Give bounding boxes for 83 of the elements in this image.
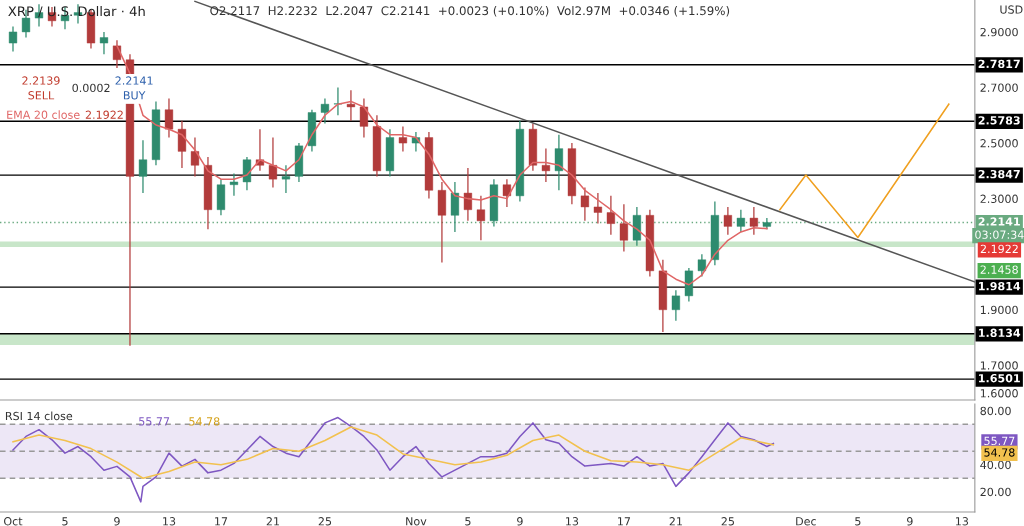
y-tick-label: 1.6000: [980, 389, 1018, 398]
candlestick: [463, 167, 473, 222]
y-tick-label: 2.9000: [980, 27, 1018, 37]
x-tick-label: Nov: [406, 517, 427, 526]
x-tick-label: 21: [266, 517, 279, 526]
annotation: 2.2141: [115, 76, 153, 85]
candlestick: [320, 97, 330, 125]
candlestick: [268, 136, 278, 189]
x-tick-label: 5: [62, 517, 68, 526]
text: 55.77: [984, 436, 1015, 446]
candlestick: [398, 125, 408, 153]
candlestick: [359, 97, 369, 139]
x-tick-label: 17: [215, 517, 228, 526]
y-tick-label: 1.7000: [980, 361, 1018, 370]
candlestick: [541, 147, 551, 183]
candlestick: [138, 139, 148, 194]
candlestick: [671, 289, 680, 322]
candlestick: [333, 86, 343, 116]
candlestick: [619, 203, 629, 253]
text: 2.1922: [980, 244, 1018, 254]
text: 54.78: [984, 448, 1015, 457]
x-tick-label: 9: [517, 517, 523, 526]
text: EMA 20 close: [7, 110, 80, 119]
band-label: 2.1458: [980, 265, 1018, 274]
x-tick-label: Oct: [4, 517, 23, 526]
y-tick-label: 2.5000: [980, 139, 1018, 148]
candlestick: [8, 25, 18, 53]
candlestick: [99, 31, 109, 55]
annotation: 2.1922: [85, 110, 123, 119]
candlestick: [190, 136, 200, 178]
y-tick-label: 20.00: [980, 487, 1011, 497]
ref-line-label: 2.3847: [978, 169, 1020, 179]
annotation: SELL: [28, 91, 55, 100]
ref-line-label: 1.9814: [979, 281, 1021, 291]
annotation: 54.78: [189, 417, 220, 426]
candlestick: [580, 186, 590, 222]
candlestick: [34, 3, 44, 28]
ref-line-label: 2.5783: [978, 116, 1020, 125]
candlestick: [749, 206, 758, 236]
candlestick: [281, 164, 291, 194]
x-tick-label: 5: [465, 517, 471, 526]
annotation: 2.2139: [22, 76, 60, 85]
text: USD: [1000, 5, 1023, 14]
ref-line-label: 2.2141: [978, 217, 1020, 226]
annotation: 55.77: [139, 417, 170, 426]
candlestick: [697, 253, 706, 278]
candlestick: [242, 156, 252, 191]
y-tick-label: 40.00: [980, 460, 1011, 470]
x-tick-label: 13: [956, 517, 969, 526]
candlestick: [450, 181, 460, 233]
y-tick-label: 2.7000: [980, 83, 1018, 92]
x-tick-label: 9: [907, 517, 913, 526]
candlestick: [554, 134, 564, 191]
x-tick-label: 13: [566, 517, 579, 526]
x-tick-label: 17: [618, 517, 631, 526]
candlestick: [593, 192, 603, 225]
candlestick: [164, 97, 174, 139]
x-tick-label: 21: [669, 517, 682, 526]
candlestick: [346, 89, 356, 122]
x-tick-label: 25: [721, 517, 734, 526]
ref-line-label: 1.8134: [979, 328, 1021, 338]
text: 03:07:34: [975, 230, 1024, 239]
ref-line-label: 1.6501: [979, 373, 1020, 383]
y-tick-label: 80.00: [980, 406, 1011, 416]
candlestick: [502, 178, 512, 208]
candlestick: [229, 172, 239, 197]
y-tick-label: 1.9000: [980, 305, 1018, 315]
text: RSI 14 close: [5, 411, 73, 421]
x-tick-label: Dec: [796, 517, 816, 526]
ref-line-label: 2.7817: [978, 59, 1020, 69]
candlestick: [606, 195, 616, 236]
candlestick: [736, 209, 745, 233]
x-tick-label: 9: [114, 517, 120, 526]
x-tick-label: 13: [163, 517, 176, 526]
x-tick-label: 5: [855, 517, 861, 526]
candlestick: [723, 206, 732, 236]
candlestick: [476, 195, 486, 241]
line-series: [779, 103, 950, 239]
annotation: BUY: [123, 91, 146, 100]
annotation: 0.0002: [72, 83, 110, 93]
y-tick-label: 2.3000: [980, 194, 1018, 203]
x-tick-label: 25: [318, 517, 332, 526]
candlestick: [177, 120, 187, 169]
